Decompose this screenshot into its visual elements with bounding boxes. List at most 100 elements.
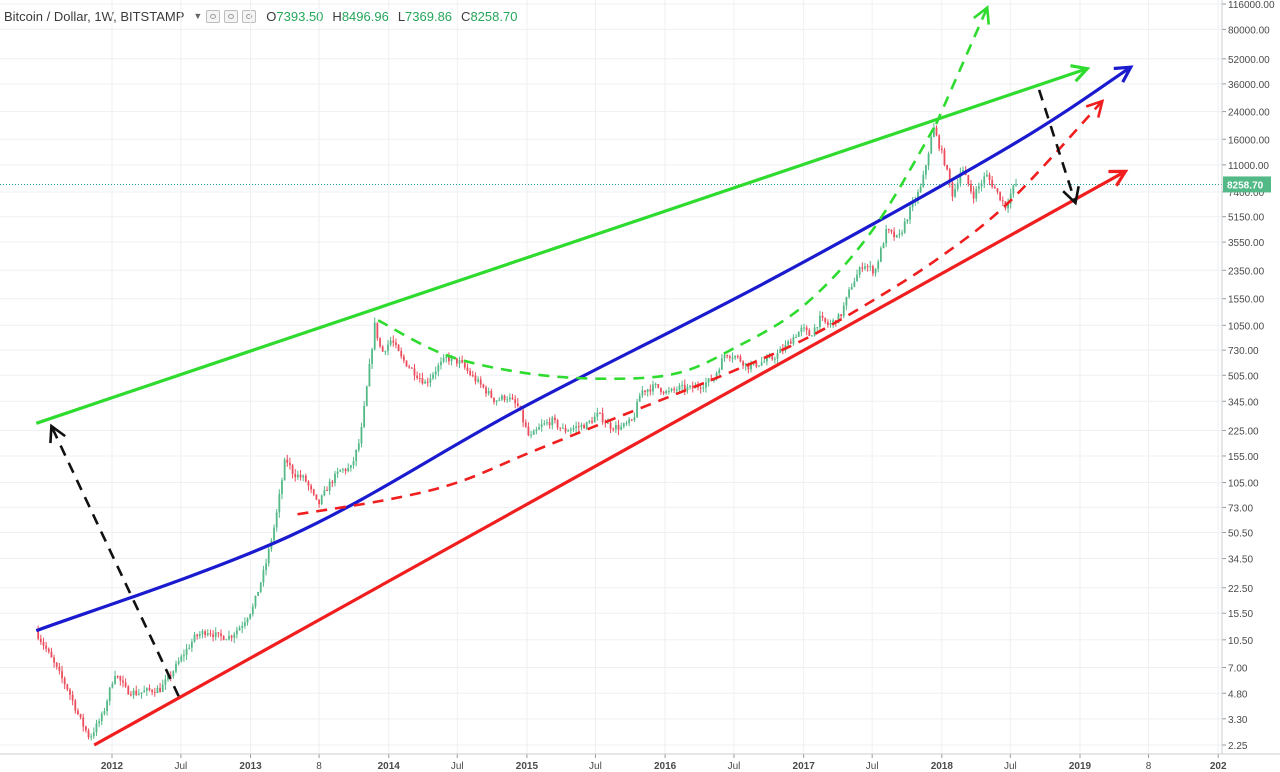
ohlc-open-value: 7393.50 — [276, 8, 324, 24]
candle-body — [461, 360, 464, 363]
candle-body — [824, 317, 827, 323]
candle-body — [585, 422, 588, 429]
candle-body — [289, 462, 291, 466]
y-tick-label: 1550.00 — [1228, 295, 1265, 306]
candle-body — [940, 148, 943, 151]
candle-body — [734, 356, 737, 358]
candle-body — [167, 675, 169, 680]
x-tick-label: 2016 — [654, 761, 677, 772]
candle-body — [243, 622, 246, 626]
candle-body — [996, 188, 999, 192]
candle-body — [890, 229, 893, 232]
candle-body — [241, 625, 244, 628]
candle-body — [357, 443, 360, 450]
candle-body — [259, 582, 262, 592]
ohlc-low-key: L — [397, 8, 406, 24]
candle-body — [993, 186, 996, 189]
candle-body — [405, 360, 408, 367]
candle-body — [946, 165, 949, 170]
annotation-arrowhead-0 — [1070, 64, 1091, 83]
candle-body — [622, 423, 625, 427]
candle-body — [77, 710, 79, 715]
candle-body — [633, 417, 636, 421]
candle-body — [312, 489, 315, 495]
candle-body — [363, 405, 366, 428]
candle-body — [307, 481, 310, 486]
eye-icon[interactable] — [206, 9, 221, 23]
candle-body — [789, 341, 792, 344]
candle-body — [840, 314, 843, 317]
y-tick-label: 34.50 — [1228, 555, 1253, 566]
candle-body — [249, 613, 252, 619]
candle-body — [872, 266, 874, 274]
candle-body — [238, 627, 241, 631]
candle-body — [501, 395, 503, 400]
candle-body — [943, 150, 946, 166]
candle-body — [755, 361, 758, 367]
candle-body — [554, 417, 556, 421]
settings-icon[interactable] — [224, 9, 239, 23]
candle-body — [172, 671, 175, 677]
candle-body — [69, 689, 71, 695]
candle-body — [389, 340, 392, 345]
close-icon[interactable] — [242, 9, 257, 23]
candle-body — [919, 186, 922, 193]
candle-body — [670, 388, 673, 391]
candle-body — [334, 473, 336, 484]
candle-body — [477, 379, 479, 382]
candle-body — [808, 330, 811, 336]
candle-body — [569, 429, 572, 431]
candle-body — [79, 714, 82, 718]
candle-body — [821, 315, 824, 318]
candle-body — [426, 381, 429, 383]
annotation-line-4 — [934, 7, 989, 125]
candle-body — [816, 327, 819, 329]
candle-body — [45, 645, 48, 649]
candle-body — [326, 489, 328, 491]
candle-body — [548, 422, 551, 426]
candle-body — [304, 475, 307, 482]
candle-body — [387, 344, 389, 352]
candle-body — [906, 219, 909, 222]
candle-body — [596, 412, 599, 417]
x-axis[interactable]: 2012 Jul 2013 8 2014 Jul 2015 Jul 2016 Jul 2017 Jul… — [0, 753, 1280, 772]
chart-legend-bar: Bitcoin / Dollar, 1W, BITSTAMP ▼ O7393.5… — [4, 6, 526, 26]
x-tick-label: Jul — [728, 761, 741, 772]
candle-body — [826, 322, 829, 325]
candle-body — [225, 639, 228, 641]
candle-body — [599, 412, 601, 414]
candle-body — [503, 395, 506, 400]
chevron-down-icon[interactable]: ▼ — [193, 11, 203, 21]
y-tick-label: 155.00 — [1228, 452, 1259, 463]
candle-body — [469, 370, 472, 376]
candle-body — [1001, 200, 1004, 202]
candle-body — [866, 266, 869, 268]
ohlc-values: O7393.50 H8496.96 L7369.86 C8258.70 — [266, 9, 526, 24]
symbol-title[interactable]: Bitcoin / Dollar, 1W, BITSTAMP — [4, 8, 185, 24]
candle-body — [795, 336, 797, 338]
annotation-line-3 — [377, 123, 938, 381]
candle-body — [768, 356, 771, 358]
candle-body — [402, 356, 405, 361]
candle-body — [479, 379, 482, 385]
y-tick-label: 50.50 — [1228, 529, 1253, 540]
candle-body — [355, 449, 358, 462]
y-axis[interactable]: 116000.00 80000.00 52000.00 36000.00 24000.0… — [1221, 0, 1275, 754]
candle-body — [988, 174, 991, 181]
drawing-annotations — [35, 5, 1134, 747]
candle-body — [114, 676, 116, 684]
candle-body — [543, 423, 546, 425]
candle-body — [811, 335, 813, 337]
candle-body — [747, 363, 750, 370]
candle-body — [119, 676, 122, 681]
candle-body — [323, 489, 326, 496]
candle-body — [638, 395, 641, 402]
candle-body — [432, 374, 434, 379]
candle-body — [744, 363, 747, 366]
candle-body — [882, 243, 885, 249]
candle-body — [559, 427, 562, 429]
candle-body — [373, 322, 376, 350]
candle-body — [842, 305, 845, 317]
candle-body — [254, 595, 257, 607]
